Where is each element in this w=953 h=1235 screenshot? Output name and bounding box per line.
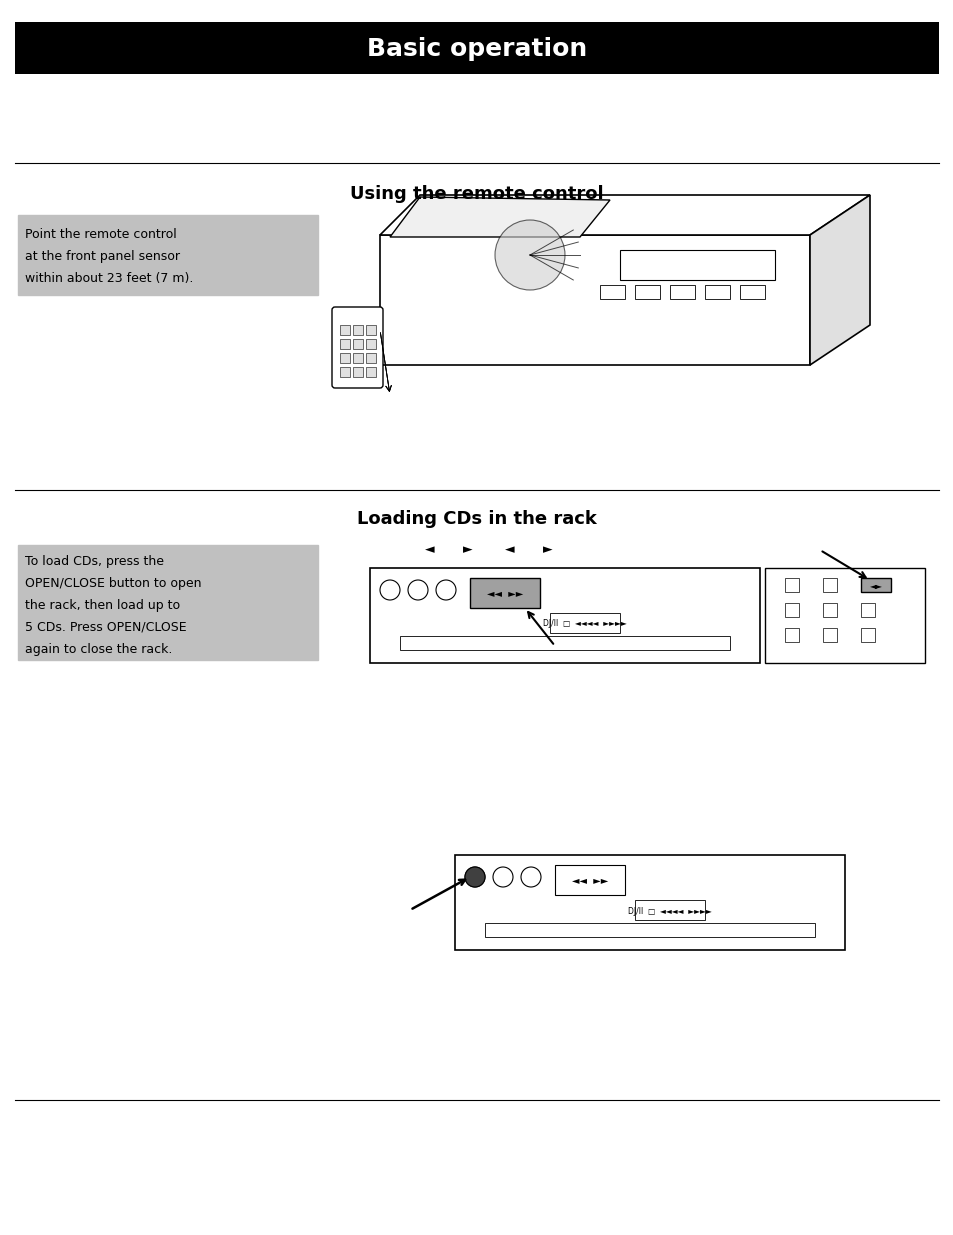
Text: again to close the rack.: again to close the rack. (25, 643, 172, 656)
Bar (370, 568, 760, 663)
Bar (470, 578, 539, 608)
Circle shape (495, 220, 564, 290)
Text: ►: ► (463, 543, 473, 556)
Text: ◄: ◄ (505, 543, 515, 556)
Text: Point the remote control: Point the remote control (25, 228, 176, 241)
Polygon shape (379, 195, 869, 235)
Bar (635, 285, 659, 299)
Bar (704, 285, 729, 299)
Bar (861, 603, 874, 618)
Bar (669, 285, 695, 299)
Text: Basic operation: Basic operation (367, 37, 586, 61)
Bar (484, 923, 814, 937)
Text: ◄◄  ►►: ◄◄ ►► (571, 876, 607, 885)
Text: within about 23 feet (7 m).: within about 23 feet (7 m). (25, 272, 193, 285)
Circle shape (379, 580, 399, 600)
Bar (555, 864, 624, 895)
Circle shape (464, 867, 484, 887)
FancyBboxPatch shape (332, 308, 382, 388)
Circle shape (408, 580, 428, 600)
Bar (784, 578, 799, 592)
Text: ►: ► (542, 543, 552, 556)
Text: Loading CDs in the rack: Loading CDs in the rack (356, 510, 597, 529)
Bar (366, 338, 375, 350)
Polygon shape (809, 195, 869, 366)
Bar (15, 22, 938, 74)
Bar (764, 568, 924, 663)
Bar (353, 367, 363, 377)
Bar (784, 629, 799, 642)
Bar (550, 613, 619, 634)
Text: DJ/II  □  ◄◄◄◄  ►►►►: DJ/II □ ◄◄◄◄ ►►►► (542, 620, 626, 629)
Bar (339, 325, 350, 335)
Circle shape (464, 867, 484, 887)
Text: the rack, then load up to: the rack, then load up to (25, 599, 180, 613)
Bar (619, 249, 774, 280)
Bar (861, 578, 874, 592)
Text: ◄: ◄ (425, 543, 435, 556)
Bar (740, 285, 764, 299)
Bar (822, 603, 836, 618)
Text: Using the remote control: Using the remote control (350, 185, 603, 203)
Bar (366, 325, 375, 335)
Bar (339, 338, 350, 350)
Polygon shape (390, 198, 609, 237)
Circle shape (493, 867, 513, 887)
Bar (18, 545, 317, 659)
Text: ◄◄  ►►: ◄◄ ►► (486, 589, 522, 599)
Circle shape (520, 867, 540, 887)
Bar (366, 353, 375, 363)
Bar (861, 578, 890, 592)
Bar (599, 285, 624, 299)
Bar (353, 353, 363, 363)
Bar (353, 325, 363, 335)
Bar (339, 367, 350, 377)
Bar (784, 603, 799, 618)
Bar (379, 235, 809, 366)
Text: at the front panel sensor: at the front panel sensor (25, 249, 180, 263)
Text: DJ/II  □  ◄◄◄◄  ►►►►: DJ/II □ ◄◄◄◄ ►►►► (627, 906, 711, 915)
Bar (353, 338, 363, 350)
Text: OPEN/CLOSE button to open: OPEN/CLOSE button to open (25, 577, 201, 590)
Bar (366, 367, 375, 377)
Bar (399, 636, 729, 650)
Bar (455, 855, 844, 950)
Circle shape (436, 580, 456, 600)
Bar (18, 215, 317, 295)
Text: ◄►: ◄► (868, 582, 882, 590)
Bar (635, 900, 704, 920)
Bar (822, 629, 836, 642)
Text: To load CDs, press the: To load CDs, press the (25, 555, 164, 568)
Bar (861, 629, 874, 642)
Bar (339, 353, 350, 363)
Text: 5 CDs. Press OPEN/CLOSE: 5 CDs. Press OPEN/CLOSE (25, 621, 187, 634)
Bar (822, 578, 836, 592)
